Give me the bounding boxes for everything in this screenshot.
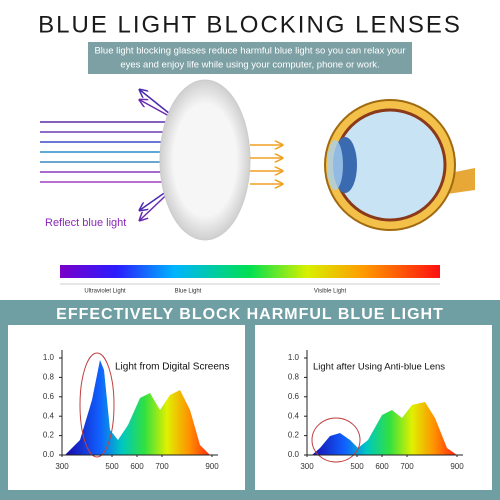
x-tick-label: 300	[55, 462, 69, 471]
y-tick-label: 1.0	[43, 353, 55, 362]
eye	[324, 99, 475, 231]
spectrum-curve	[65, 360, 210, 455]
x-tick-label: 600	[130, 462, 144, 471]
reflect-label: Reflect blue light	[45, 217, 126, 229]
chart-caption: Light after Using Anti-blue Lens	[313, 362, 445, 373]
subtitle: Blue light blocking glasses reduce harmf…	[94, 46, 405, 57]
x-tick-label: 900	[450, 462, 464, 471]
y-tick-label: 0.8	[43, 373, 55, 382]
chart-panel	[255, 325, 492, 490]
y-tick-label: 0.4	[288, 411, 300, 420]
x-tick-label: 500	[350, 462, 364, 471]
spectrum-label: Visible Light	[314, 289, 347, 295]
spectrum-label: Ultraviolet Light	[84, 289, 126, 295]
chart-caption: Light from Digital Screens	[115, 362, 230, 373]
x-tick-label: 300	[300, 462, 314, 471]
x-tick-label: 900	[205, 462, 219, 471]
y-tick-label: 0.4	[43, 411, 55, 420]
subtitle: eyes and enjoy life while using your com…	[120, 60, 379, 71]
incoming-rays	[40, 90, 181, 220]
x-tick-label: 700	[155, 462, 169, 471]
lens	[159, 79, 251, 241]
x-tick-label: 500	[105, 462, 119, 471]
x-tick-label: 700	[400, 462, 414, 471]
chart-panel	[8, 325, 245, 490]
highlight	[311, 417, 361, 463]
highlight	[79, 352, 115, 458]
y-tick-label: 0.8	[288, 373, 300, 382]
y-tick-label: 0.2	[43, 431, 55, 440]
spectrum-bar	[60, 265, 440, 278]
y-tick-label: 0.0	[43, 450, 55, 459]
spectrum-curve	[312, 402, 457, 455]
y-tick-label: 0.6	[288, 392, 300, 401]
y-tick-label: 1.0	[288, 353, 300, 362]
y-tick-label: 0.6	[43, 392, 55, 401]
y-tick-label: 0.2	[288, 431, 300, 440]
spectrum-label: Blue Light	[175, 289, 202, 295]
title: BLUE LIGHT BLOCKING LENSES	[38, 11, 462, 38]
passing-rays	[250, 145, 282, 184]
banner: EFFECTIVELY BLOCK HARMFUL BLUE LIGHT	[56, 306, 444, 323]
subtitle-box	[88, 42, 412, 74]
x-tick-label: 600	[375, 462, 389, 471]
y-tick-label: 0.0	[288, 450, 300, 459]
